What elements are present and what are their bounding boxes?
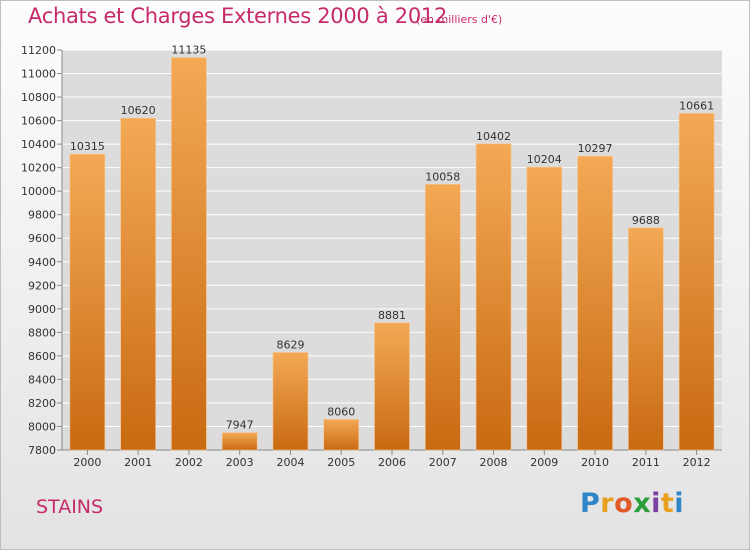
chart-title: Achats et Charges Externes 2000 à 2012 bbox=[28, 4, 448, 28]
bar bbox=[374, 322, 410, 451]
x-tick-label: 2009 bbox=[530, 456, 558, 469]
data-label: 9688 bbox=[632, 214, 660, 227]
x-tick-label: 2005 bbox=[327, 456, 355, 469]
y-tick-label: 11000 bbox=[21, 68, 56, 81]
chart-subtitle: (en milliers d'€) bbox=[416, 13, 503, 26]
y-tick-label: 9800 bbox=[28, 209, 56, 222]
x-tick-label: 2012 bbox=[683, 456, 711, 469]
data-label: 10058 bbox=[425, 170, 460, 183]
y-tick-label: 10600 bbox=[21, 115, 56, 128]
y-tick-label: 7800 bbox=[28, 444, 56, 457]
bar bbox=[171, 57, 207, 451]
bar bbox=[69, 153, 106, 451]
y-tick-label: 8200 bbox=[28, 397, 56, 410]
x-tick-label: 2004 bbox=[276, 456, 304, 469]
y-tick-label: 9000 bbox=[28, 303, 56, 316]
logo-letter: o bbox=[614, 488, 634, 519]
x-tick-label: 2006 bbox=[378, 456, 406, 469]
y-tick-label: 8600 bbox=[28, 350, 56, 363]
x-tick-label: 2002 bbox=[175, 456, 203, 469]
data-label: 11135 bbox=[171, 44, 206, 57]
logo-letter: i bbox=[651, 488, 661, 519]
data-label: 7947 bbox=[226, 419, 254, 432]
data-label: 8629 bbox=[276, 338, 304, 351]
y-tick-label: 10000 bbox=[21, 185, 56, 198]
data-label: 8060 bbox=[327, 405, 355, 418]
logo-letter: i bbox=[674, 488, 685, 519]
x-tick-label: 2007 bbox=[429, 456, 457, 469]
data-label: 10402 bbox=[476, 130, 511, 143]
y-tick-label: 11200 bbox=[21, 44, 56, 57]
logo-letter: x bbox=[633, 488, 652, 519]
data-label: 8881 bbox=[378, 309, 406, 322]
x-tick-label: 2010 bbox=[581, 456, 609, 469]
x-tick-label: 2011 bbox=[632, 456, 660, 469]
y-tick-label: 10800 bbox=[21, 91, 56, 104]
proxiti-logo: Proxiti bbox=[580, 488, 684, 519]
data-label: 10620 bbox=[121, 104, 156, 117]
data-label: 10204 bbox=[527, 153, 562, 166]
data-label: 10661 bbox=[679, 99, 714, 112]
x-tick-label: 2008 bbox=[480, 456, 508, 469]
bar bbox=[323, 419, 360, 451]
bar bbox=[526, 166, 563, 451]
y-tick-label: 10400 bbox=[21, 138, 56, 151]
bar bbox=[577, 155, 613, 451]
y-tick-label: 10200 bbox=[21, 162, 56, 175]
data-label: 10297 bbox=[578, 142, 613, 155]
bar bbox=[424, 184, 461, 451]
bar bbox=[628, 227, 664, 451]
y-tick-label: 8400 bbox=[28, 373, 56, 386]
y-tick-label: 8800 bbox=[28, 326, 56, 339]
y-tick-label: 9600 bbox=[28, 232, 56, 245]
bar bbox=[272, 352, 309, 451]
bar bbox=[221, 432, 258, 451]
city-label: STAINS bbox=[36, 496, 104, 518]
y-tick-label: 9400 bbox=[28, 256, 56, 269]
logo-letter: t bbox=[660, 488, 675, 519]
bar bbox=[678, 113, 715, 451]
bar bbox=[120, 117, 156, 451]
logo-letter: r bbox=[600, 488, 615, 519]
logo-letter: P bbox=[580, 488, 601, 519]
data-label: 10315 bbox=[70, 140, 105, 153]
x-tick-label: 2000 bbox=[73, 456, 101, 469]
x-tick-label: 2001 bbox=[124, 456, 152, 469]
y-tick-label: 8000 bbox=[28, 420, 56, 433]
bar bbox=[475, 143, 512, 451]
x-tick-label: 2003 bbox=[226, 456, 254, 469]
y-tick-label: 9200 bbox=[28, 279, 56, 292]
